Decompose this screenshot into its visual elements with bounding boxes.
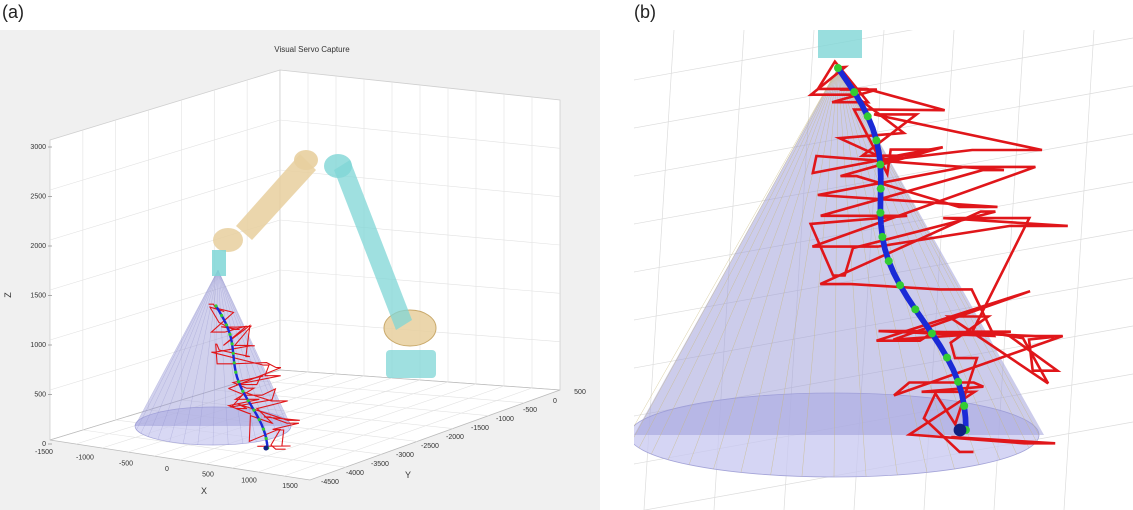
robot-forearm <box>236 154 316 240</box>
trajectory-paths-zoomed <box>807 59 1068 454</box>
x-tick-label: 1500 <box>282 483 298 490</box>
trajectory-point <box>252 408 256 412</box>
y-tick-label: -3500 <box>371 461 389 468</box>
robot-end-effector <box>212 250 226 276</box>
trajectory-point <box>237 380 241 384</box>
trajectory-point <box>257 418 261 422</box>
noisy-trajectory <box>807 65 1068 454</box>
z-tick-label: 2000 <box>30 243 46 250</box>
trajectory-point <box>960 401 969 410</box>
y-axis-label: Y <box>405 470 411 480</box>
trajectory-point <box>231 351 235 355</box>
trajectory-paths <box>208 303 300 451</box>
smooth-trajectory <box>835 66 969 431</box>
trajectory-point <box>220 313 224 318</box>
smooth-trajectory <box>214 305 269 449</box>
floor-plane <box>49 369 561 481</box>
y-tick-label: -1000 <box>496 416 514 423</box>
x-tick-label: 500 <box>202 472 214 479</box>
y-tick-label: -4000 <box>346 470 364 477</box>
z-tick-label: 2500 <box>30 194 46 201</box>
x-tick-label: -1500 <box>35 449 53 456</box>
trajectory-point <box>241 389 245 393</box>
x-axis-ticks: -1500 -1000 -500 0 500 1000 1500 <box>35 449 298 490</box>
trajectory-point <box>234 370 238 374</box>
y-tick-label: -3000 <box>396 452 414 459</box>
trajectory-point <box>863 112 872 121</box>
noisy-trajectory <box>208 303 291 447</box>
y-tick-label: -1500 <box>471 425 489 432</box>
trajectory-point <box>246 399 250 403</box>
trajectory-point <box>876 160 885 169</box>
trajectory-point <box>876 184 885 193</box>
z-axis-label: Z <box>3 292 13 298</box>
trajectory-point <box>927 329 936 338</box>
panel-b-label: (b) <box>634 2 656 22</box>
z-tick-label: 500 <box>34 392 46 399</box>
z-tick-label: 3000 <box>30 144 46 151</box>
trajectory-point <box>224 323 229 327</box>
robot-base <box>386 350 436 378</box>
x-tick-label: -500 <box>119 460 133 467</box>
x-tick-label: -1000 <box>76 455 94 462</box>
trajectory-point <box>954 377 963 386</box>
end-effector-zoomed <box>818 30 862 58</box>
z-tick-label: 1500 <box>30 293 46 300</box>
y-tick-label: 500 <box>574 389 586 396</box>
trajectory-point <box>264 436 268 441</box>
y-axis-ticks: -4500 -4000 -3500 -3000 -2500 -2000 -1500 -1000… <box>321 389 586 486</box>
trajectory-point <box>878 232 887 241</box>
robot-arm <box>212 150 437 378</box>
y-tick-label: 0 <box>553 398 557 405</box>
trajectory-point <box>214 304 218 308</box>
trajectory-point <box>911 305 920 314</box>
trajectory-point <box>232 361 236 365</box>
trajectory-point <box>228 332 232 336</box>
panel-a-label: (a) <box>2 2 24 22</box>
trajectory-point <box>943 353 952 362</box>
y-tick-label: -2000 <box>446 434 464 441</box>
z-axis-ticks: 3000 2500 2000 1500 1000 500 0 <box>30 144 52 448</box>
vision-cone-zoomed <box>634 67 1044 478</box>
plot-title: Visual Servo Capture <box>274 45 350 54</box>
z-tick-label: 0 <box>42 441 46 448</box>
y-tick-label: -2500 <box>421 443 439 450</box>
x-axis-label: X <box>201 486 207 496</box>
trajectory-point <box>850 88 859 97</box>
plot-panel-a: Visual Servo Capture 3000 2500 2000 1500 100… <box>0 30 600 510</box>
x-tick-label: 1000 <box>241 477 257 484</box>
plot-b-svg <box>634 30 1133 510</box>
target-point <box>263 445 269 451</box>
trajectory-point <box>896 281 905 290</box>
robot-forearm-joint <box>294 150 318 170</box>
x-tick-label: 0 <box>165 466 169 473</box>
robot-wrist-joint <box>213 228 243 252</box>
trajectory-point <box>834 64 842 72</box>
z-tick-label: 1000 <box>30 342 46 349</box>
target-point <box>953 423 967 437</box>
plot-panel-b <box>634 30 1133 510</box>
y-tick-label: -4500 <box>321 479 339 486</box>
trajectory-point <box>261 427 266 431</box>
trajectory-point <box>884 257 893 266</box>
trajectory-point <box>872 136 881 145</box>
y-tick-label: -500 <box>523 407 537 414</box>
plot-a-svg: Visual Servo Capture 3000 2500 2000 1500 100… <box>3 45 586 496</box>
robot-elbow-joint <box>324 154 352 178</box>
robot-upper-arm <box>334 160 412 330</box>
trajectory-point <box>230 342 234 346</box>
trajectory-point <box>876 208 885 217</box>
